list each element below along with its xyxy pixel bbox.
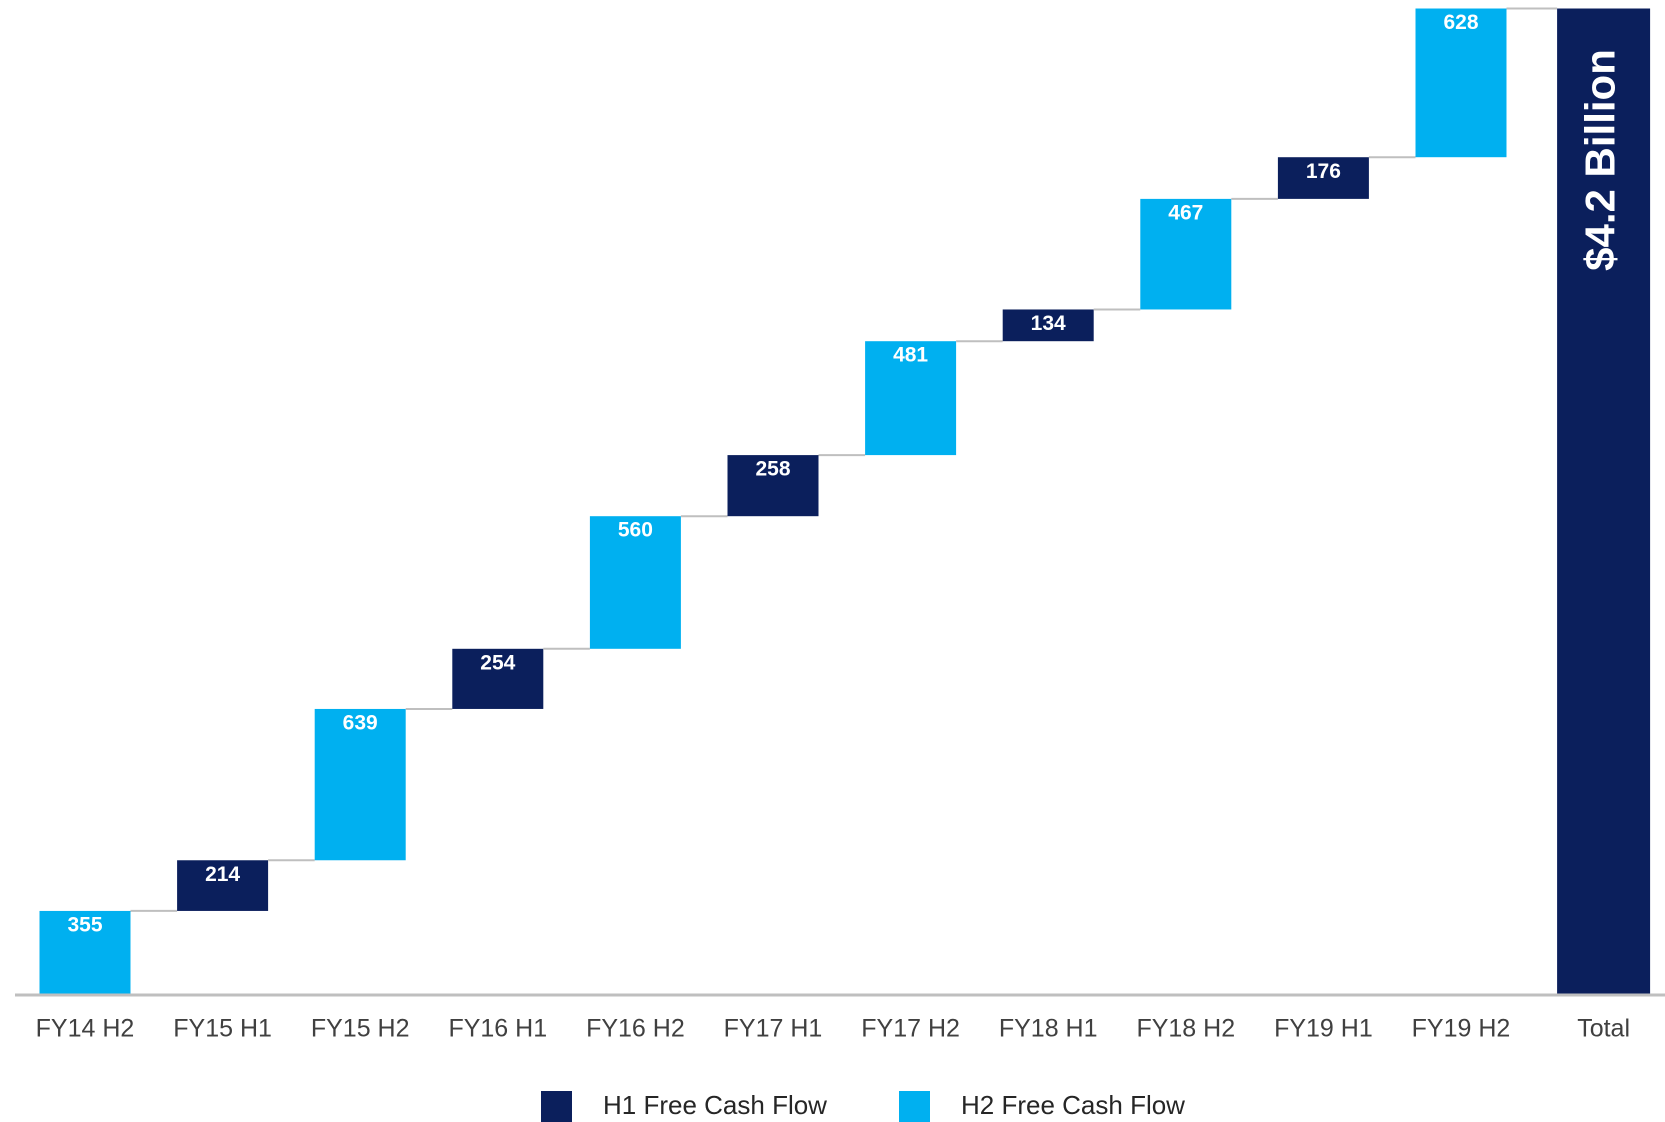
bar xyxy=(1140,198,1232,310)
x-tick-label: FY17 H2 xyxy=(861,1015,960,1043)
legend-label: H2 Free Cash Flow xyxy=(961,1090,1185,1120)
bar xyxy=(589,516,681,649)
x-tick-label: Total xyxy=(1577,1015,1630,1043)
x-tick-label: FY18 H2 xyxy=(1136,1015,1235,1043)
x-tick-label: FY15 H2 xyxy=(311,1015,410,1043)
bar xyxy=(1002,309,1094,342)
bar xyxy=(1557,8,1651,995)
x-tick-label: FY15 H1 xyxy=(173,1015,272,1043)
legend-swatch xyxy=(899,1091,930,1122)
x-tick-label: FY18 H1 xyxy=(999,1015,1098,1043)
data-label: 481 xyxy=(893,344,928,367)
legend-label: H1 Free Cash Flow xyxy=(603,1090,827,1120)
x-tick-label: FY19 H1 xyxy=(1274,1015,1373,1043)
bar xyxy=(177,860,269,911)
data-label: 355 xyxy=(67,913,102,936)
data-label: 176 xyxy=(1306,160,1341,183)
data-label: 134 xyxy=(1031,312,1066,335)
data-label: 258 xyxy=(755,458,790,481)
data-label: 628 xyxy=(1443,11,1478,34)
legend-swatch xyxy=(541,1091,572,1122)
x-tick-label: FY14 H2 xyxy=(36,1015,135,1043)
data-label: 254 xyxy=(480,651,515,674)
data-label: 639 xyxy=(343,711,378,734)
x-tick-label: FY19 H2 xyxy=(1412,1015,1511,1043)
bar xyxy=(452,648,544,709)
bar xyxy=(1277,157,1369,199)
total-label: $4.2 Billion xyxy=(1577,49,1624,271)
bar xyxy=(1415,8,1507,158)
x-tick-label: FY16 H2 xyxy=(586,1015,685,1043)
x-tick-label: FY17 H1 xyxy=(724,1015,823,1043)
bar xyxy=(314,708,406,861)
x-tick-label: FY16 H1 xyxy=(448,1015,547,1043)
bar xyxy=(865,341,957,456)
data-label: 560 xyxy=(618,519,653,542)
data-label: 467 xyxy=(1168,201,1203,224)
data-label: 214 xyxy=(205,863,240,886)
bar xyxy=(39,910,131,995)
bar xyxy=(727,455,819,517)
